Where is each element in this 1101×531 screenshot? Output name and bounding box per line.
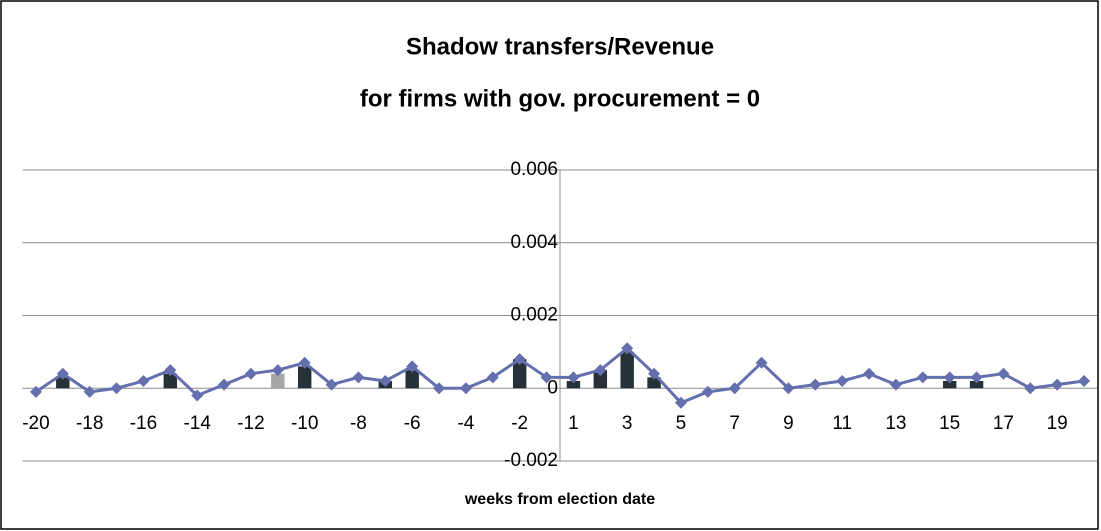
bar <box>271 373 285 389</box>
x-tick-label: -18 <box>76 413 103 434</box>
marker <box>755 356 768 369</box>
x-tick-label: 9 <box>783 413 794 434</box>
marker <box>889 378 902 391</box>
marker <box>863 367 876 380</box>
marker <box>56 367 69 380</box>
marker <box>164 364 177 377</box>
x-tick-label: -4 <box>457 413 474 434</box>
bar <box>405 370 419 389</box>
x-tick-label: 11 <box>832 413 852 434</box>
marker <box>83 385 96 398</box>
y-tick-label: 0 <box>547 377 558 398</box>
marker <box>594 364 607 377</box>
marker <box>433 382 446 395</box>
marker <box>352 371 365 384</box>
x-tick-label: 17 <box>993 413 1014 434</box>
marker <box>567 371 580 384</box>
chart-title: Shadow transfers/Revenue <box>406 33 714 60</box>
marker <box>379 374 392 387</box>
y-tick-label: 0.002 <box>510 305 558 326</box>
marker <box>1051 378 1064 391</box>
marker <box>1024 382 1037 395</box>
marker <box>809 378 822 391</box>
marker <box>701 385 714 398</box>
marker <box>29 385 42 398</box>
x-tick-label: -2 <box>511 413 528 434</box>
bar <box>969 380 984 389</box>
x-tick-label: 7 <box>729 413 740 434</box>
bar <box>593 370 608 389</box>
marker <box>916 371 929 384</box>
x-tick-label: -20 <box>22 413 49 434</box>
marker <box>728 382 741 395</box>
x-axis-title: weeks from election date <box>464 491 655 508</box>
marker <box>486 371 499 384</box>
marker <box>540 371 553 384</box>
bar <box>647 377 661 389</box>
marker <box>836 374 849 387</box>
x-tick-label: 15 <box>939 413 960 434</box>
y-tick-label: -0.002 <box>504 450 558 471</box>
marker <box>298 356 311 369</box>
y-tick-label: 0.004 <box>510 232 558 253</box>
x-tick-label: 19 <box>1047 413 1068 434</box>
marker <box>513 353 526 366</box>
x-tick-label: -8 <box>350 413 367 434</box>
marker <box>110 382 123 395</box>
x-tick-label: -16 <box>130 413 157 434</box>
marker <box>674 396 687 409</box>
marker <box>782 382 795 395</box>
x-tick-label: -6 <box>404 413 421 434</box>
y-tick-label: 0.006 <box>510 159 558 180</box>
marker <box>648 367 661 380</box>
line <box>35 346 1085 405</box>
marker <box>970 371 983 384</box>
marker <box>621 342 634 355</box>
chart-subtitle: for firms with gov. procurement = 0 <box>360 85 760 112</box>
bar <box>297 366 312 389</box>
marker <box>137 374 150 387</box>
marker <box>406 360 419 373</box>
bar <box>163 373 178 389</box>
marker <box>271 364 284 377</box>
bar <box>942 380 957 389</box>
bar <box>620 351 634 389</box>
marker <box>943 371 956 384</box>
x-tick-label: 13 <box>885 413 906 434</box>
x-tick-label: 3 <box>622 413 633 434</box>
marker <box>1078 374 1091 387</box>
marker <box>997 367 1010 380</box>
x-tick-label: -14 <box>183 413 211 434</box>
marker <box>191 389 204 402</box>
marker <box>325 378 338 391</box>
marker <box>218 378 231 391</box>
x-tick-label: -10 <box>291 413 318 434</box>
x-tick-label: 1 <box>568 413 579 434</box>
bar <box>56 377 70 389</box>
x-tick-label: -12 <box>237 413 264 434</box>
marker <box>459 382 472 395</box>
x-tick-label: 5 <box>676 413 687 434</box>
bar <box>566 380 581 389</box>
bar <box>512 359 527 389</box>
marker <box>244 367 257 380</box>
